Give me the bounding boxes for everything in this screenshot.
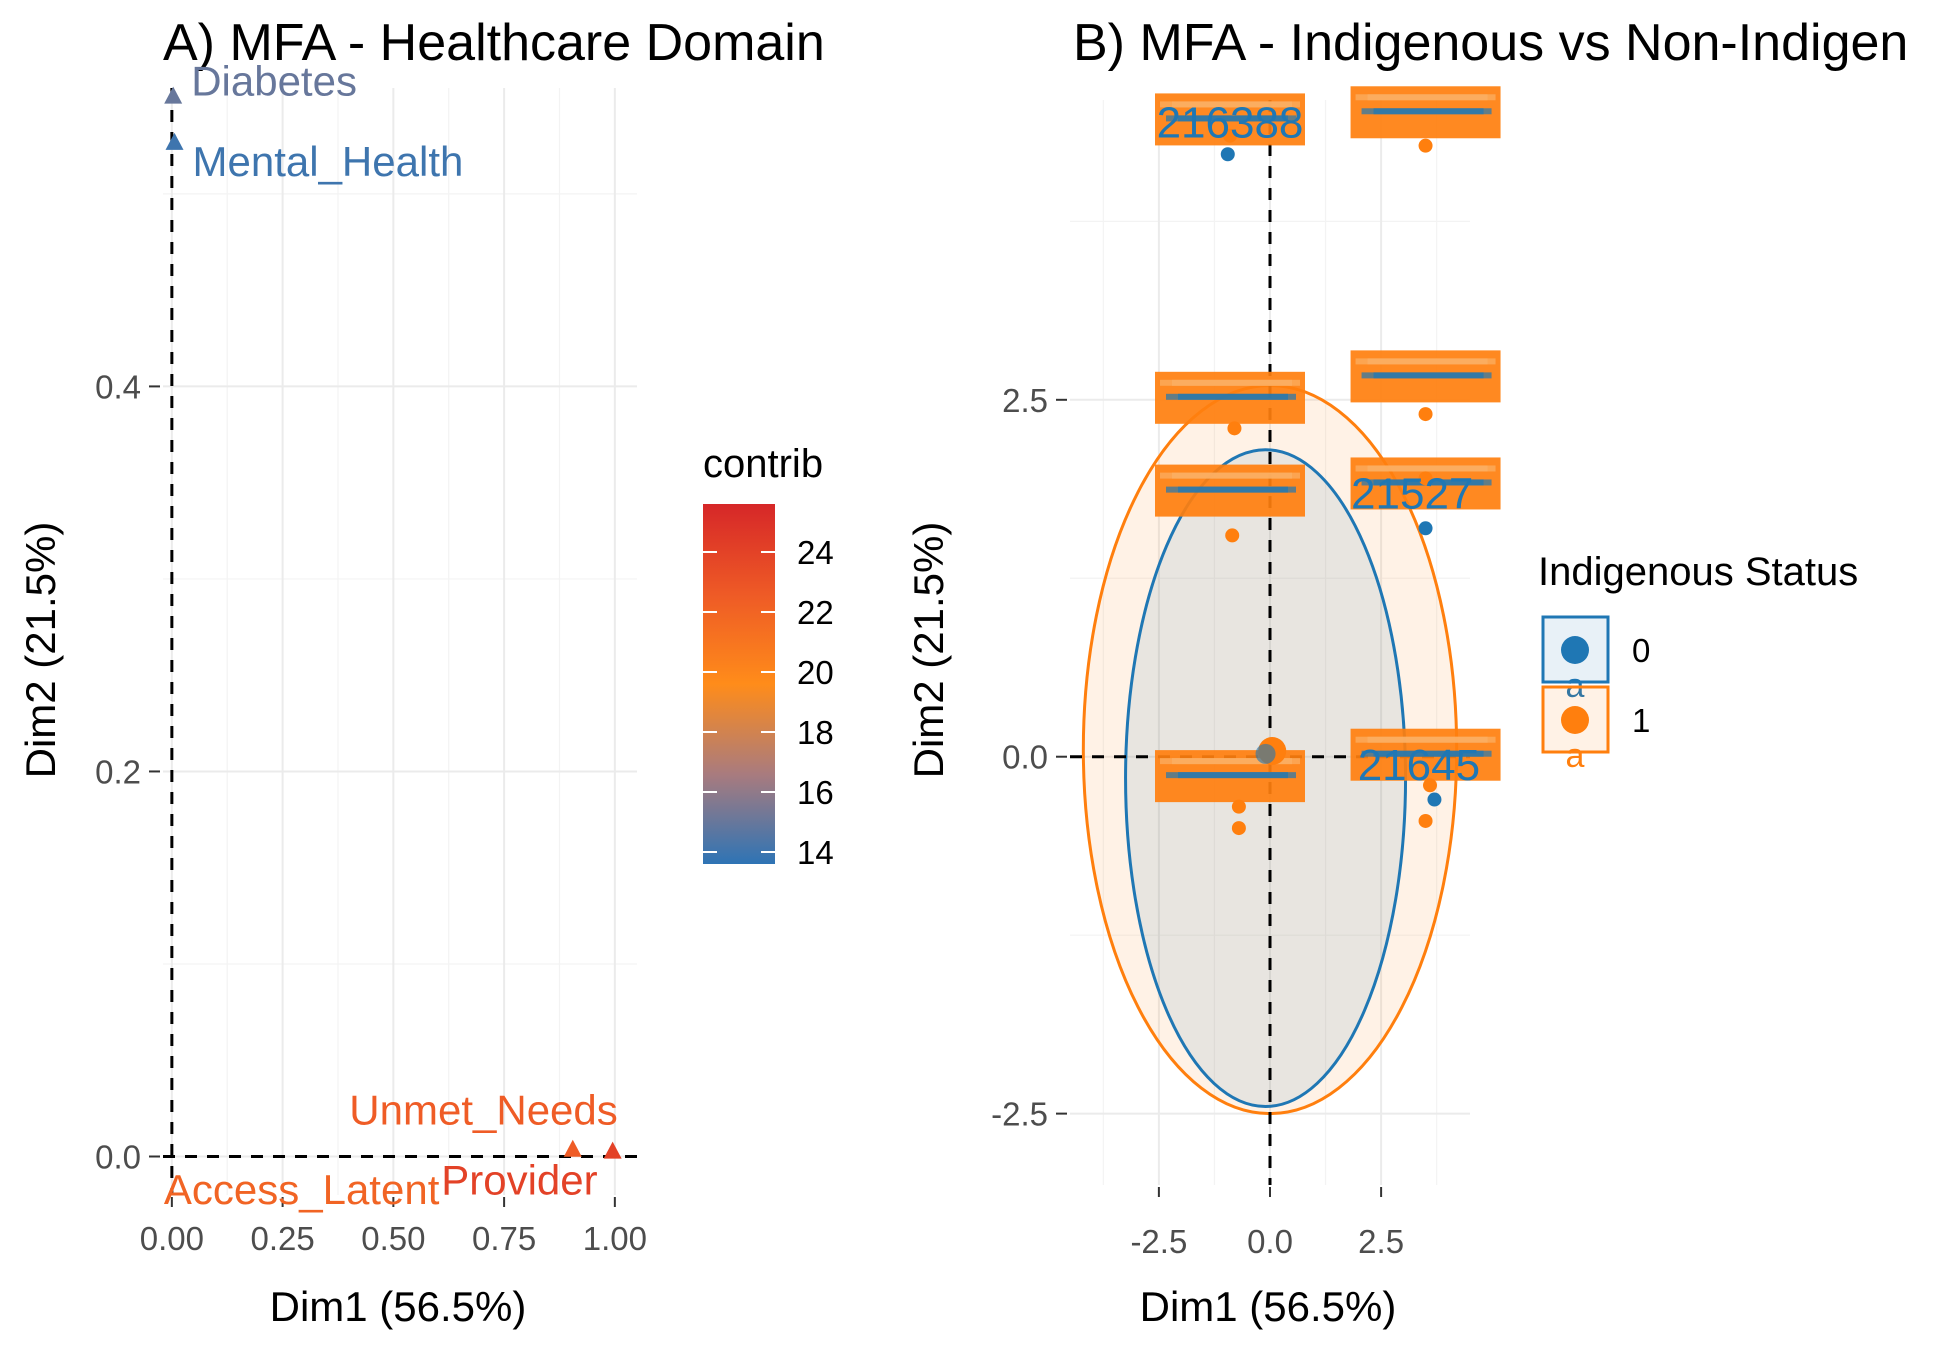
colorbar-title: contrib	[703, 442, 823, 486]
colorbar-tick-label: 22	[797, 594, 834, 631]
overlapping-label-stroke	[1367, 358, 1488, 365]
variable-label: Unmet_Needs	[349, 1087, 617, 1134]
individual-point-group-1	[1423, 778, 1437, 793]
point-id-label: 216388	[1157, 98, 1304, 147]
y-tick-label: 2.5	[1002, 382, 1048, 419]
panel-a-points: Diabetes Mental_Health Unmet_Needs Provider…	[164, 58, 622, 1213]
y-tick-label: 0.4	[95, 368, 141, 405]
individual-point-group-1	[1231, 821, 1246, 836]
individual-point-group-0	[1427, 792, 1442, 807]
legend-label-1: 1	[1632, 702, 1650, 739]
individual-point-group-0	[1220, 147, 1235, 162]
x-tick-label: 2.5	[1358, 1223, 1404, 1260]
colorbar-tick-label: 20	[797, 654, 834, 691]
overlapping-label-stroke	[1172, 379, 1292, 386]
overlapping-label-stroke	[1367, 736, 1488, 743]
panel-b-x-axis-title: Dim1 (56.5%)	[1140, 1283, 1397, 1330]
variable-label: Mental_Health	[193, 138, 464, 185]
point-id-label: 21645	[1358, 741, 1480, 790]
overlapping-label-stroke	[1367, 465, 1488, 472]
legend-point-1	[1561, 706, 1589, 734]
panel-a: A) MFA - Healthcare Domain 0.00 0.25 0.50 0…	[17, 14, 834, 1330]
panel-a-y-axis-title: Dim2 (21.5%)	[17, 522, 64, 779]
panel-b-points	[1220, 128, 1442, 836]
y-tick-label: 0.2	[95, 753, 141, 790]
panel-a-title: A) MFA - Healthcare Domain	[163, 14, 825, 72]
x-tick-label: 0.00	[140, 1220, 204, 1257]
variable-marker	[563, 1139, 582, 1157]
overlapping-label-stroke	[1172, 101, 1292, 108]
y-tick-label: 0.0	[1002, 739, 1048, 776]
x-tick-label: 0.25	[250, 1220, 314, 1257]
overlapping-label-stroke	[1178, 393, 1288, 400]
colorbar-tick-label: 14	[797, 834, 834, 871]
panel-b-y-axis-title: Dim2 (21.5%)	[905, 522, 952, 779]
y-tick-label: -2.5	[991, 1096, 1048, 1133]
legend-title: Indigenous Status	[1538, 550, 1858, 594]
variable-marker	[165, 132, 184, 150]
overlapping-label-stroke	[1367, 94, 1488, 101]
colorbar: contrib 14 16 18 20 22 24	[703, 442, 834, 871]
overlapping-label-stroke	[1178, 486, 1288, 493]
colorbar-tick-label: 18	[797, 714, 834, 751]
panel-a-x-axis-title: Dim1 (56.5%)	[270, 1283, 527, 1330]
y-tick-label: 0.0	[95, 1138, 141, 1175]
legend-point-0	[1561, 636, 1589, 664]
panel-a-reference-lines	[163, 88, 637, 1195]
overlapping-label-stroke	[1172, 758, 1292, 765]
panel-a-ticks: 0.00 0.25 0.50 0.75 1.00 0.0 0.2 0.4	[95, 368, 647, 1257]
individual-point-group-1	[1225, 528, 1240, 543]
variable-label: Access_Latent	[164, 1166, 440, 1213]
legend-label-0: 0	[1632, 632, 1650, 669]
overlapping-label-stroke	[1373, 750, 1484, 757]
individual-point-group-1	[1418, 813, 1433, 828]
individual-point-group-1	[1418, 407, 1433, 422]
overlapping-label-stroke	[1172, 472, 1292, 479]
individual-point-group-1	[1227, 421, 1242, 436]
individual-point-group-1	[1418, 138, 1433, 153]
colorbar-tick-label: 24	[797, 534, 834, 571]
panel-b-title: B) MFA - Indigenous vs Non-Indigen	[1073, 14, 1908, 72]
overlapping-label-stroke	[1373, 372, 1484, 379]
individual-point-group-1	[1418, 471, 1433, 486]
individual-point-group-1	[1231, 799, 1246, 814]
individual-point-group-0	[1418, 521, 1433, 536]
x-tick-label: 0.75	[472, 1220, 536, 1257]
x-tick-label: 0.0	[1247, 1223, 1293, 1260]
panel-b: B) MFA - Indigenous vs Non-Indigen -2.5 0…	[905, 14, 1908, 1330]
overlapping-label-stroke	[1178, 115, 1288, 122]
x-tick-label: 0.50	[361, 1220, 425, 1257]
x-tick-label: -2.5	[1130, 1223, 1187, 1260]
legend-glyph-1: a	[1566, 737, 1585, 775]
variable-label: Provider	[441, 1157, 597, 1204]
panel-b-point-labels: 216388 21527 21645	[1157, 98, 1480, 789]
variable-marker	[603, 1141, 622, 1159]
panel-b-ticks: -2.5 0.0 2.5 -2.5 0.0 2.5	[991, 382, 1404, 1260]
colorbar-ticks: 14 16 18 20 22 24	[703, 534, 834, 871]
overlapping-label-stroke	[1178, 772, 1288, 779]
group-mean-0	[1255, 743, 1276, 764]
individual-point-group-1	[1223, 128, 1237, 143]
colorbar-gradient	[703, 504, 775, 864]
x-tick-label: 1.00	[583, 1220, 647, 1257]
colorbar-tick-label: 16	[797, 774, 834, 811]
variable-marker	[164, 86, 183, 104]
overlapping-label-stroke	[1373, 108, 1484, 115]
variable-label: Diabetes	[191, 58, 357, 105]
point-id-label: 21527	[1351, 470, 1473, 519]
